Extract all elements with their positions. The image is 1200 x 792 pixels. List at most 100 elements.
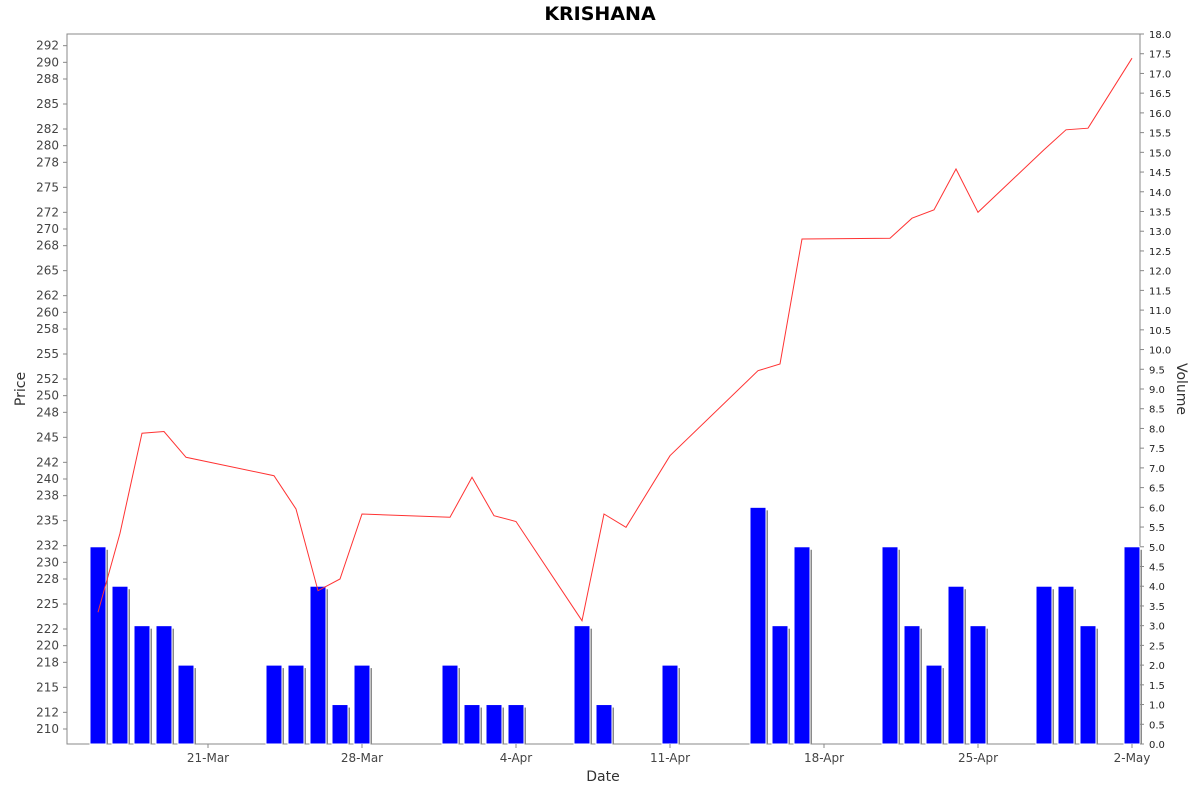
price-series-line xyxy=(97,57,1133,622)
volume-bar xyxy=(485,704,503,745)
volume-tick-label: 13.0 xyxy=(1149,227,1171,238)
price-tick-label: 250 xyxy=(36,389,59,403)
x-axis-label: Date xyxy=(586,769,619,785)
price-tick-label: 210 xyxy=(36,722,59,736)
volume-tick-label: 14.0 xyxy=(1149,188,1171,199)
volume-tick-label: 13.5 xyxy=(1149,208,1171,219)
price-tick-label: 212 xyxy=(36,705,59,719)
volume-tick-label: 6.5 xyxy=(1149,484,1165,495)
volume-bar xyxy=(881,546,899,745)
volume-tick-label: 2.5 xyxy=(1149,641,1165,652)
volume-bar xyxy=(661,664,679,745)
volume-tick-label: 4.5 xyxy=(1149,563,1165,574)
volume-bar xyxy=(1123,546,1141,745)
volume-bar xyxy=(111,585,129,745)
volume-tick-label: 4.0 xyxy=(1149,582,1165,593)
price-tick-label: 222 xyxy=(36,622,59,636)
volume-tick-label: 17.5 xyxy=(1149,50,1171,61)
price-tick-label: 242 xyxy=(36,455,59,469)
price-tick-label: 255 xyxy=(36,347,59,361)
volume-tick-label: 15.5 xyxy=(1149,129,1171,140)
price-tick-label: 282 xyxy=(36,122,59,136)
price-tick-label: 215 xyxy=(36,680,59,694)
volume-tick-label: 5.0 xyxy=(1149,543,1165,554)
volume-bar xyxy=(595,704,613,745)
volume-tick-label: 14.5 xyxy=(1149,168,1171,179)
volume-bar xyxy=(353,664,371,745)
volume-bar xyxy=(507,704,525,745)
date-axis: 21-Mar 28-Mar 4-Apr 11-Apr 18-Apr 25-Apr 2-May xyxy=(187,744,1151,765)
volume-tick-label: 9.0 xyxy=(1149,385,1165,396)
volume-bar xyxy=(771,625,789,745)
date-tick-label: 28-Mar xyxy=(341,751,383,765)
price-tick-label: 220 xyxy=(36,639,59,653)
price-tick-label: 235 xyxy=(36,514,59,528)
y2-axis-label: Volume xyxy=(1173,363,1189,415)
volume-tick-label: 3.5 xyxy=(1149,602,1165,613)
price-tick-label: 280 xyxy=(36,139,59,153)
volume-tick-label: 18.0 xyxy=(1149,30,1171,41)
volume-tick-label: 2.0 xyxy=(1149,661,1165,672)
volume-bar xyxy=(309,585,327,745)
volume-tick-label: 17.0 xyxy=(1149,69,1171,80)
date-tick-label: 2-May xyxy=(1114,751,1151,765)
date-tick-label: 4-Apr xyxy=(500,751,533,765)
y-axis-label: Price xyxy=(13,372,29,406)
volume-tick-label: 11.5 xyxy=(1149,286,1171,297)
price-tick-label: 245 xyxy=(36,430,59,444)
volume-tick-label: 5.5 xyxy=(1149,523,1165,534)
volume-bar xyxy=(133,625,151,745)
volume-bar xyxy=(265,664,283,745)
price-tick-label: 252 xyxy=(36,372,59,386)
price-tick-label: 248 xyxy=(36,405,59,419)
price-tick-label: 268 xyxy=(36,239,59,253)
price-tick-label: 218 xyxy=(36,655,59,669)
volume-tick-label: 8.0 xyxy=(1149,424,1165,435)
date-tick-label: 18-Apr xyxy=(804,751,844,765)
volume-bar xyxy=(89,546,107,745)
volume-bar xyxy=(573,625,591,745)
price-tick-label: 278 xyxy=(36,155,59,169)
volume-tick-label: 3.0 xyxy=(1149,622,1165,633)
volume-bar xyxy=(793,546,811,745)
volume-tick-label: 0.0 xyxy=(1149,740,1165,751)
price-tick-label: 225 xyxy=(36,597,59,611)
volume-tick-label: 15.0 xyxy=(1149,148,1171,159)
price-tick-label: 290 xyxy=(36,55,59,69)
volume-bar xyxy=(177,664,195,745)
price-tick-label: 238 xyxy=(36,489,59,503)
volume-tick-label: 11.0 xyxy=(1149,306,1171,317)
volume-bar xyxy=(463,704,481,745)
volume-tick-label: 12.0 xyxy=(1149,267,1171,278)
volume-tick-label: 10.5 xyxy=(1149,326,1171,337)
volume-tick-label: 1.5 xyxy=(1149,681,1165,692)
price-tick-label: 230 xyxy=(36,555,59,569)
volume-bar xyxy=(287,664,305,745)
price-tick-label: 292 xyxy=(36,39,59,53)
volume-bar xyxy=(331,704,349,745)
volume-bars xyxy=(89,506,1142,745)
volume-tick-label: 7.0 xyxy=(1149,464,1165,475)
volume-axis: 0.0 0.5 1.0 1.5 2.0 2.5 3.0 3.5 4.0 4.5 5.0 5.5 6.0 6… xyxy=(1140,30,1171,751)
price-tick-label: 258 xyxy=(36,322,59,336)
volume-bar xyxy=(969,625,987,745)
price-line xyxy=(97,57,1133,622)
volume-bar xyxy=(947,585,965,745)
volume-bar xyxy=(903,625,921,745)
price-tick-label: 285 xyxy=(36,97,59,111)
price-tick-label: 232 xyxy=(36,539,59,553)
volume-tick-label: 6.0 xyxy=(1149,503,1165,514)
volume-bar xyxy=(441,664,459,745)
date-tick-label: 21-Mar xyxy=(187,751,229,765)
price-tick-label: 260 xyxy=(36,305,59,319)
volume-bar xyxy=(155,625,173,745)
price-tick-label: 272 xyxy=(36,205,59,219)
volume-bar xyxy=(1057,585,1075,745)
volume-tick-label: 1.0 xyxy=(1149,701,1165,712)
volume-bar xyxy=(1035,585,1053,745)
price-tick-label: 262 xyxy=(36,289,59,303)
volume-tick-label: 9.5 xyxy=(1149,365,1165,376)
volume-tick-label: 16.0 xyxy=(1149,109,1171,120)
volume-tick-label: 12.5 xyxy=(1149,247,1171,258)
volume-tick-label: 8.5 xyxy=(1149,405,1165,416)
